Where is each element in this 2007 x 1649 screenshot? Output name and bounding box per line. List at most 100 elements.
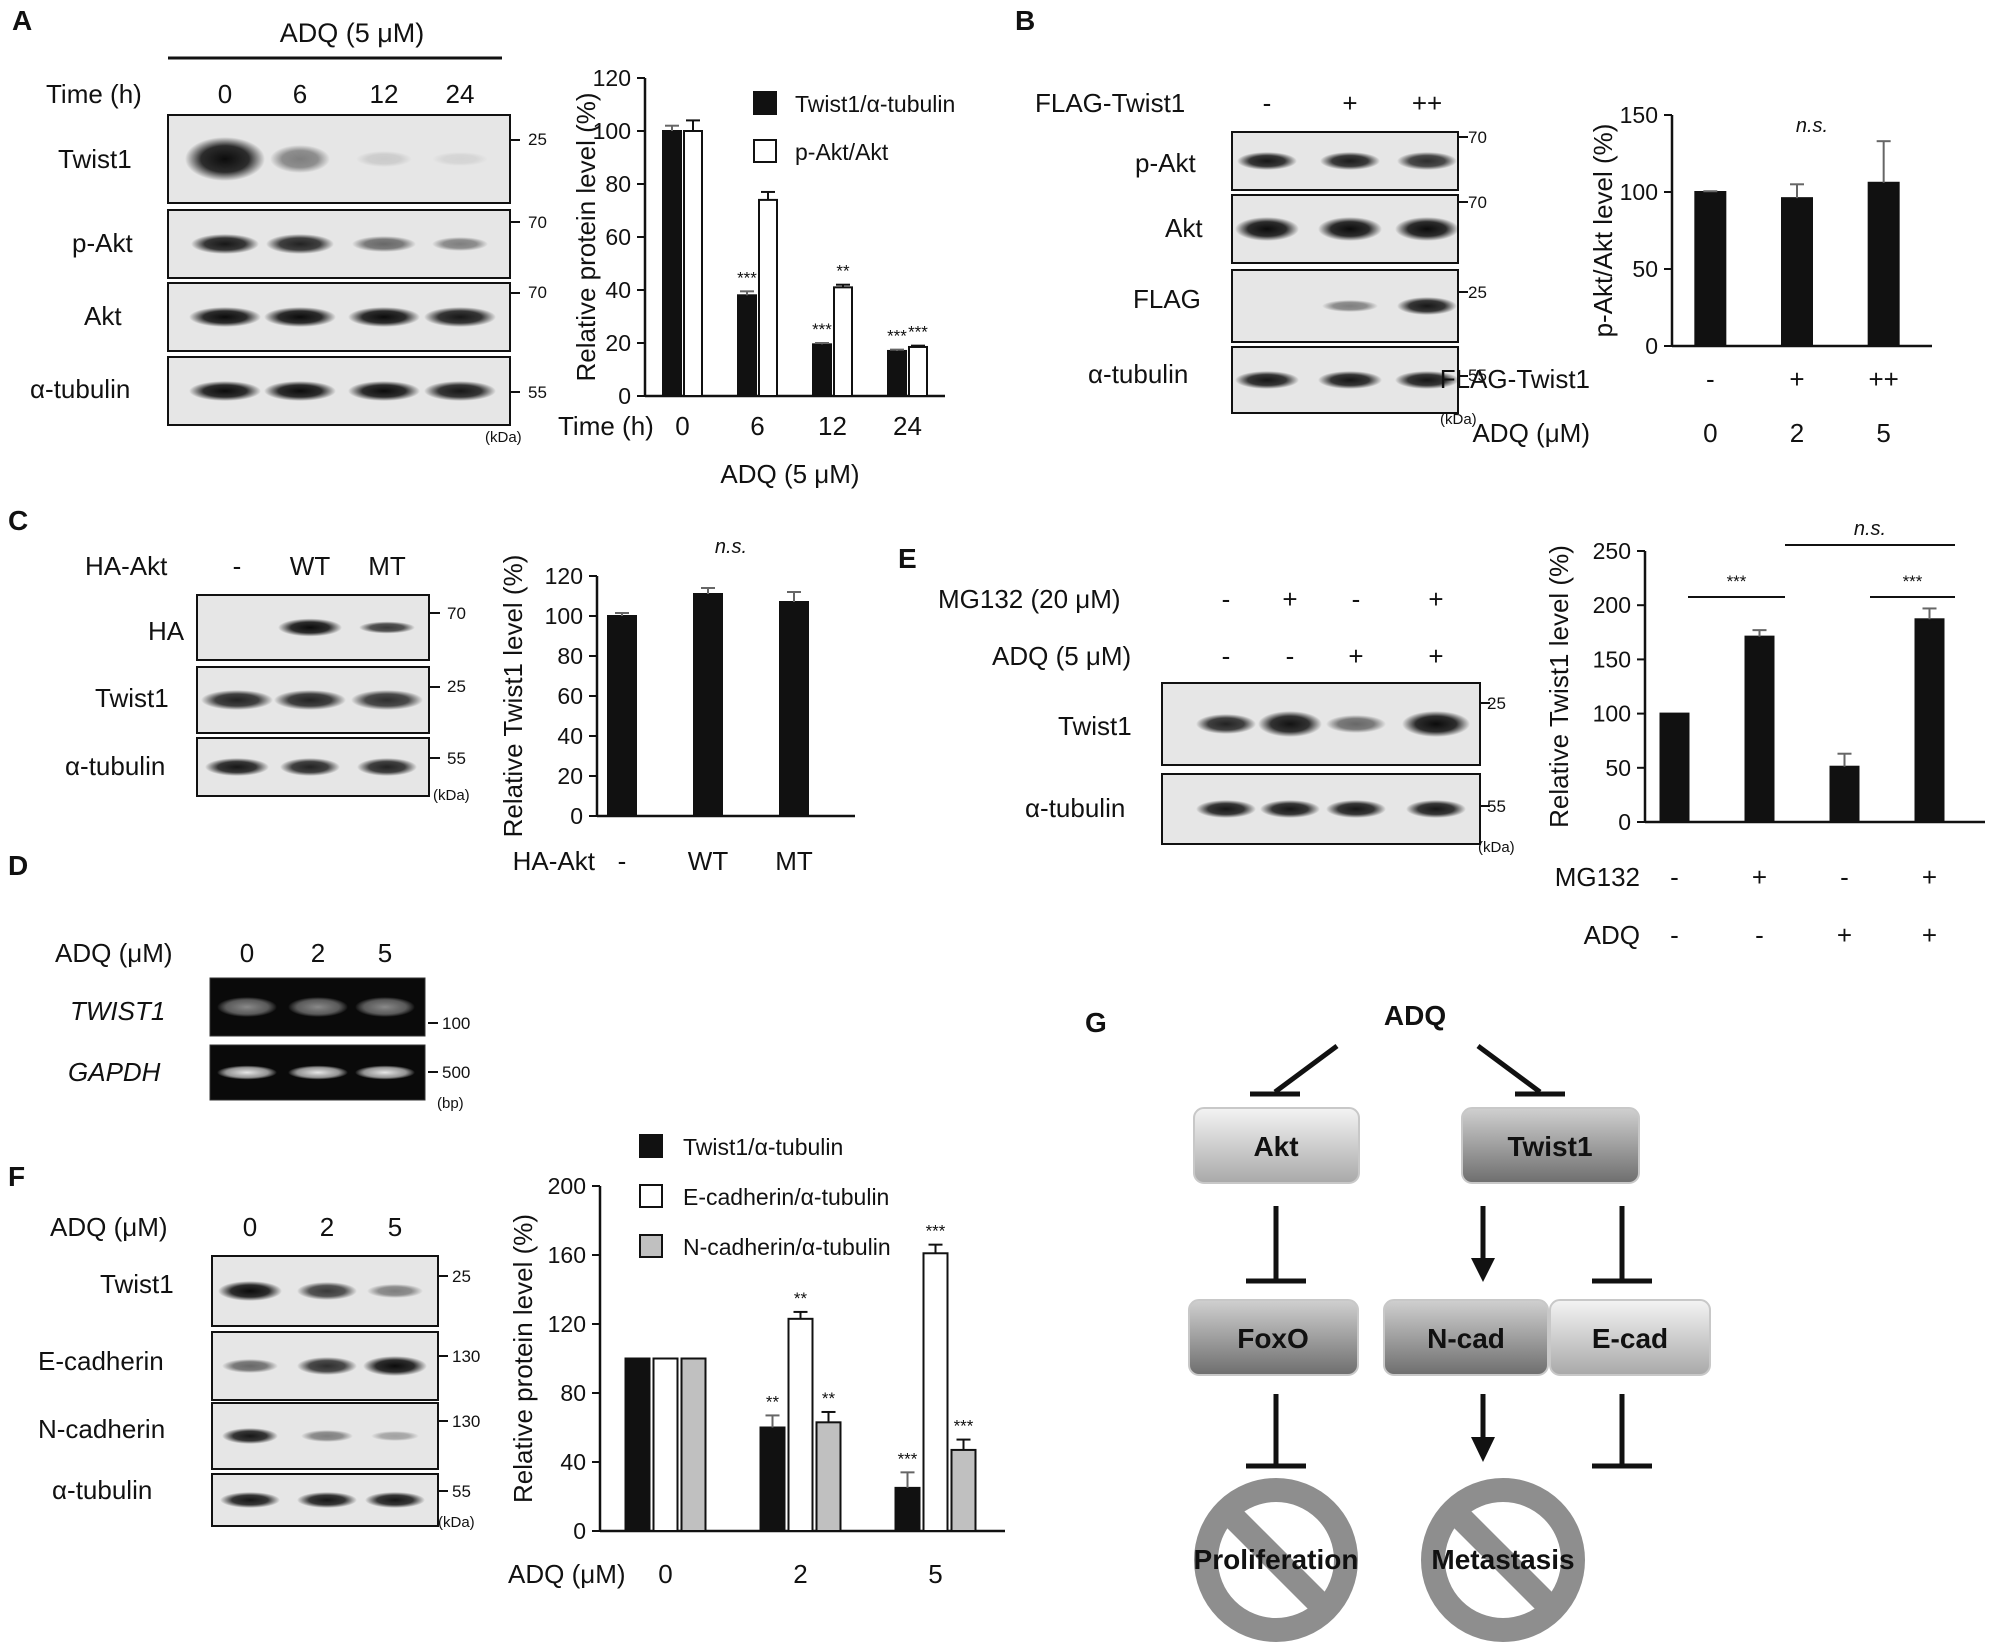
- blot-band: [367, 1284, 423, 1298]
- bar-a-s1-c1: [758, 198, 778, 397]
- blot-f-row-label: N-cadherin: [38, 1414, 165, 1444]
- significance-label: ***: [926, 1222, 946, 1241]
- chart-axes: 0 50 100 150 200 250 Relative Twist1 level (%): [1544, 538, 1985, 835]
- blot-b-row-label: Akt: [1165, 213, 1203, 243]
- y-tick-label: 20: [557, 763, 583, 789]
- y-tick-label: 0: [1618, 809, 1631, 835]
- y-tick-label: 60: [605, 224, 631, 250]
- bar-f-s0-c1: [759, 1426, 786, 1532]
- legend-swatch: [639, 1234, 663, 1258]
- bar-b-s0-c2: [1867, 181, 1900, 347]
- chart-legend: Twist1/α-tubulin p-Akt/Akt: [753, 91, 955, 165]
- gel-d-lane: 5: [378, 938, 392, 968]
- blot-e-marker: 25: [1487, 694, 1506, 713]
- blot-e-strip-tubulin: [1161, 773, 1481, 845]
- gel-d-header-label: ADQ (μM): [55, 938, 173, 968]
- node-e-cad-label: E-cad: [1592, 1323, 1668, 1354]
- y-tick-label: 50: [1632, 256, 1658, 282]
- x-tick-label: +: [1752, 862, 1767, 892]
- blot-a-row-label: p-Akt: [72, 228, 133, 258]
- node-foxo: FoxO: [1188, 1299, 1359, 1376]
- blot-band: [185, 137, 265, 181]
- legend-label: Twist1/α-tubulin: [683, 1134, 843, 1160]
- y-tick-label: 100: [593, 118, 631, 144]
- panel-a: A ADQ (5 μM) Time (h) 0 6 12 24 Twist1 p…: [12, 5, 547, 446]
- blot-b-marker: 70: [1468, 193, 1487, 212]
- blot-a-row-label: Twist1: [58, 144, 132, 174]
- bar-a-s1-c0: [683, 130, 703, 397]
- diagram-top-adq: ADQ: [1384, 1000, 1446, 1031]
- blot-c-strip-ha: [196, 594, 430, 661]
- x-tick-label: -: [1840, 862, 1849, 892]
- blot-band: [1326, 800, 1386, 818]
- y-tick-label: 50: [1605, 755, 1631, 781]
- blot-a-marker: 25: [528, 130, 547, 149]
- significance-label: ***: [737, 268, 757, 287]
- bar-c-s0-c2: [779, 601, 809, 817]
- gel-band: [288, 997, 348, 1017]
- y-tick-label: 80: [560, 1380, 586, 1406]
- blot-band: [1402, 711, 1470, 737]
- y-tick-label: 40: [557, 723, 583, 749]
- inhibit-adq-akt-line: [1273, 1043, 1339, 1095]
- y-tick-label: 40: [560, 1449, 586, 1475]
- x-axis-left-label: ADQ (μM): [508, 1559, 626, 1589]
- x-tick-label: 6: [750, 411, 764, 441]
- blot-f-strips: [211, 1255, 448, 1527]
- y-tick-label: 150: [1620, 102, 1658, 128]
- blot-band: [365, 1492, 425, 1508]
- blot-band: [205, 758, 269, 776]
- blot-c-row-label: HA: [148, 616, 185, 646]
- x-tick-label: +: [1922, 862, 1937, 892]
- blot-a-treatment: ADQ (5 μM): [280, 18, 425, 48]
- chart-c: 0 20 40 60 80 100 120 Relative Twist1 level (%)…: [498, 536, 855, 876]
- blot-band: [264, 381, 336, 401]
- gel-band: [217, 1065, 277, 1080]
- bracket-label: ***: [1903, 572, 1923, 591]
- blot-band: [352, 236, 416, 252]
- blot-b-unit: (kDa): [1440, 411, 1477, 428]
- bar-f-s1-c0: [652, 1357, 679, 1532]
- y-axis-label: p-Akt/Akt level (%): [1588, 124, 1618, 338]
- blot-band: [356, 151, 412, 167]
- gel-band: [355, 1065, 415, 1080]
- blot-band: [1406, 800, 1466, 818]
- blot-band: [1397, 152, 1457, 170]
- y-tick-label: 150: [1593, 646, 1631, 672]
- blot-e-mg132-lane: -: [1222, 584, 1231, 614]
- bar-f-s2-c2: [950, 1448, 977, 1533]
- y-tick-label: 0: [573, 1518, 586, 1544]
- significance-label: **: [766, 1392, 780, 1411]
- blot-band: [1196, 714, 1256, 734]
- blot-f-strip-twist1: [211, 1255, 439, 1327]
- significance-label: ***: [812, 320, 832, 339]
- blot-a-row-label: Akt: [84, 301, 122, 331]
- blot-band: [218, 1281, 282, 1301]
- significance-label: ***: [954, 1417, 974, 1436]
- blot-band: [1235, 371, 1299, 389]
- blot-e-mg132-lane: +: [1282, 584, 1297, 614]
- blot-band: [191, 234, 259, 254]
- blot-c-lane: -: [233, 551, 242, 581]
- prohibition-icon: [1421, 1478, 1585, 1642]
- blot-e-mg132-lane: -: [1352, 584, 1361, 614]
- x-tick-label: 5: [928, 1559, 942, 1589]
- blot-band: [424, 381, 496, 401]
- blot-band: [266, 234, 334, 254]
- blot-a-strip-p-akt: [167, 209, 511, 279]
- x-tick-label-row2: +: [1837, 920, 1852, 950]
- blot-a-row-labels: Twist1 p-Akt Akt α-tubulin: [30, 144, 133, 404]
- blot-e-adq-lane: +: [1348, 641, 1363, 671]
- blot-band: [1395, 217, 1459, 241]
- bar-f-s1-c2: [922, 1252, 949, 1533]
- blot-c-strip-twist1: [196, 666, 430, 734]
- blot-band: [222, 1359, 278, 1373]
- blot-band: [351, 690, 423, 710]
- panel-b: B FLAG-Twist1 - + ++ p-Akt Akt FLAG α-tu…: [1015, 5, 1487, 428]
- ns-annotation: n.s.: [715, 536, 747, 558]
- gel-band: [355, 997, 415, 1017]
- y-tick-label: 0: [618, 383, 631, 409]
- gel-d-lane: 2: [311, 938, 325, 968]
- x-tick-label-row2: 0: [1703, 418, 1717, 448]
- y-tick-label: 120: [593, 65, 631, 91]
